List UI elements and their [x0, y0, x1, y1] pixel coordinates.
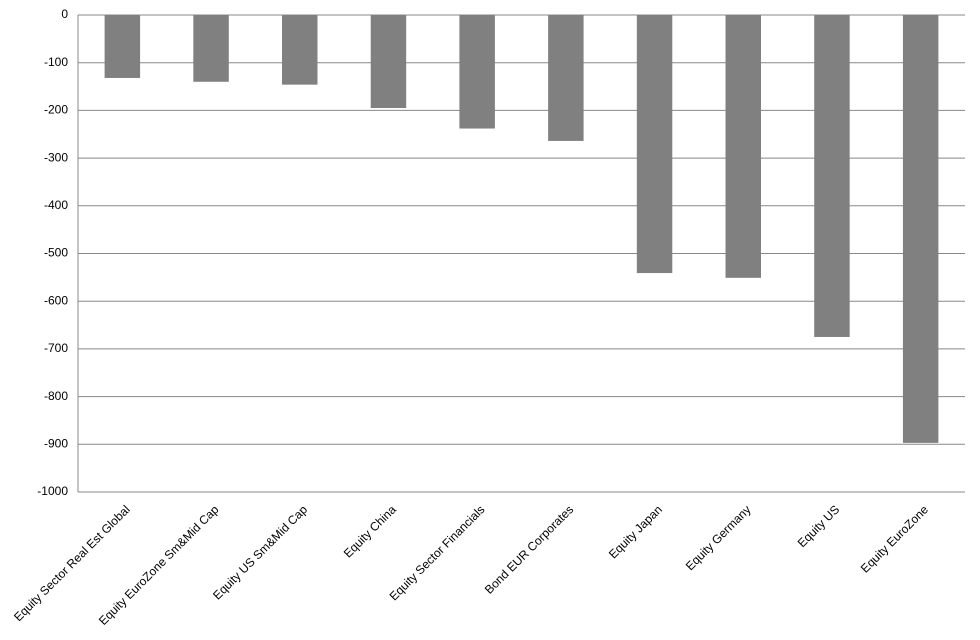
y-tick-label: -1000 [37, 484, 68, 498]
y-tick-label: -500 [44, 246, 68, 260]
bar [725, 15, 761, 278]
y-tick-label: -200 [44, 103, 68, 117]
y-tick-label: -300 [44, 150, 68, 164]
y-tick-label: 0 [61, 7, 68, 21]
y-tick-label: -600 [44, 293, 68, 307]
x-tick-label: Equity EuroZone [858, 502, 931, 575]
bar [282, 15, 318, 85]
x-tick-label: Equity Japan [606, 502, 665, 561]
y-tick-label: -700 [44, 341, 68, 355]
bar [459, 15, 495, 129]
bar [636, 15, 673, 274]
x-tick-label: Equity US Sm&Mid Cap [210, 502, 310, 602]
x-tick-label: Equity Germany [683, 502, 754, 573]
x-tick-label: Bond EUR Corporates [482, 502, 576, 596]
bar [370, 15, 407, 109]
y-tick-label: -900 [44, 436, 68, 450]
bar [548, 15, 584, 141]
y-tick-label: -100 [44, 55, 68, 69]
x-tick-label: Equity China [341, 502, 399, 560]
bar [193, 15, 229, 82]
y-tick-label: -400 [44, 198, 68, 212]
x-tick-label: Equity Sector Financials [387, 502, 488, 603]
bar [902, 15, 939, 443]
y-tick-label: -800 [44, 389, 68, 403]
x-tick-label: Equity US [795, 502, 843, 550]
bar [814, 15, 850, 337]
bar [104, 15, 141, 78]
